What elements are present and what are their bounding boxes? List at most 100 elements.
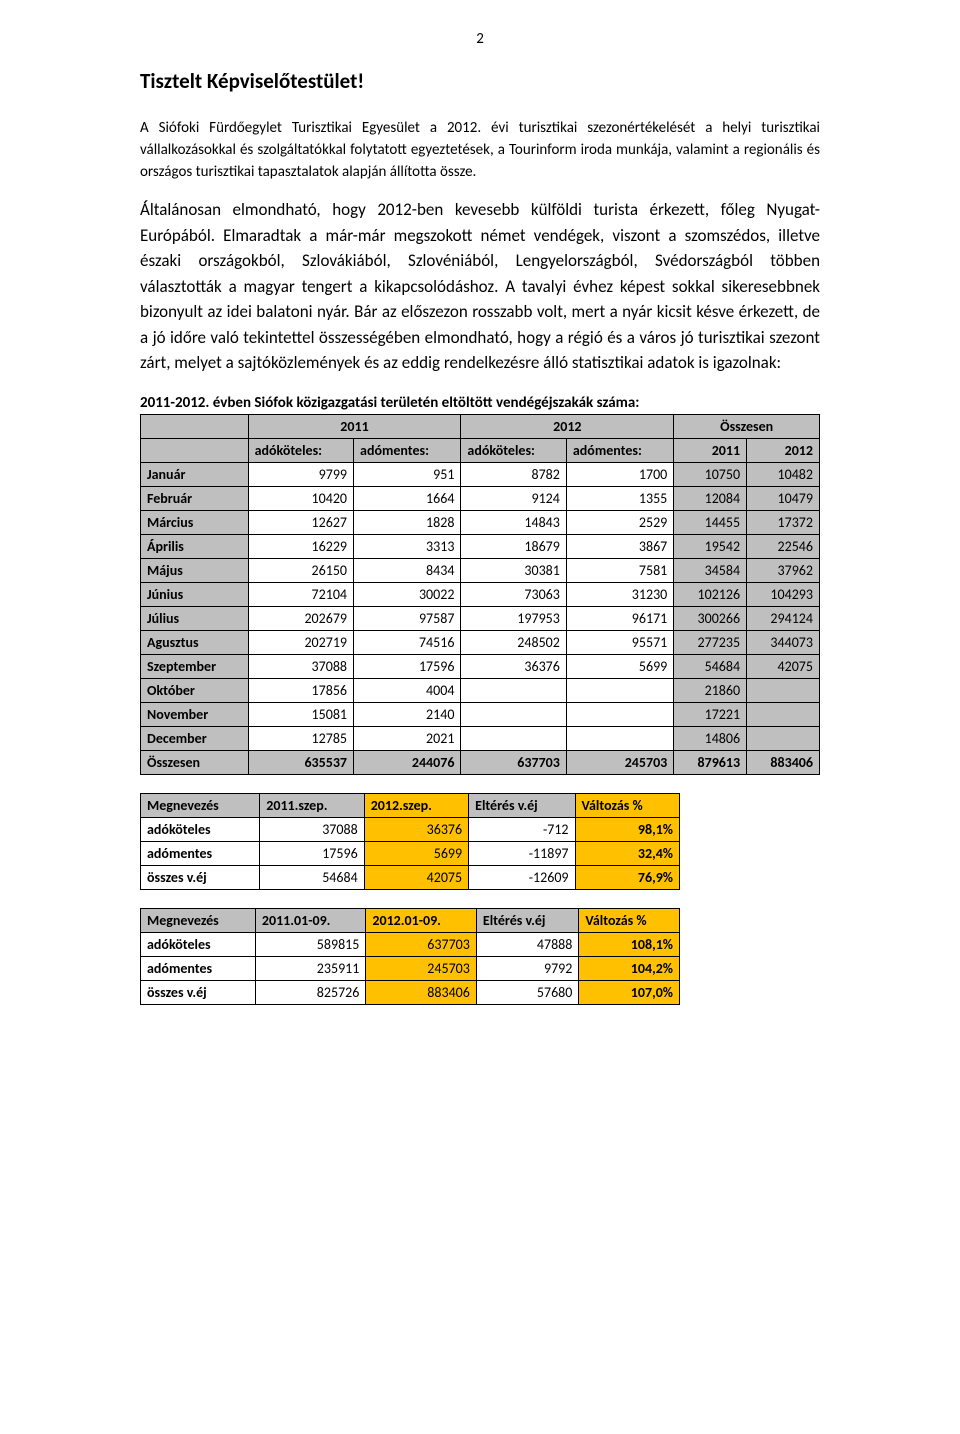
table-cell: 95571	[566, 630, 673, 654]
table-cell: 637703	[461, 750, 566, 774]
table-cell: 22546	[747, 534, 820, 558]
table-row: Február104201664912413551208410479	[141, 486, 820, 510]
table-cell: 26150	[248, 558, 353, 582]
table-header-row-1: 2011 2012 Összesen	[141, 414, 820, 438]
table-row: November15081214017221	[141, 702, 820, 726]
table-row: adómentes175965699-1189732,4%	[141, 841, 680, 865]
table-cell: 36376	[461, 654, 566, 678]
table-cell: 248502	[461, 630, 566, 654]
table-row: Január9799951878217001075010482	[141, 462, 820, 486]
table-cell	[747, 726, 820, 750]
table-row: Október17856400421860	[141, 678, 820, 702]
table-cell: 72104	[248, 582, 353, 606]
table-cell: 245703	[566, 750, 673, 774]
table-cell: 54684	[260, 865, 364, 889]
col-2011: 2011	[248, 414, 461, 438]
table-cell: 294124	[747, 606, 820, 630]
table-cell: 18679	[461, 534, 566, 558]
table-cell: 951	[354, 462, 461, 486]
table-cell	[747, 678, 820, 702]
table-cell: 17596	[260, 841, 364, 865]
table-cell: összes v.éj	[141, 865, 260, 889]
table-cell: 12084	[674, 486, 747, 510]
table-cell: 47888	[476, 932, 579, 956]
table-cell: 98,1%	[575, 817, 679, 841]
table-cell: 36376	[364, 817, 468, 841]
sub-2011: 2011	[674, 438, 747, 462]
table-cell: Január	[141, 462, 249, 486]
table-cell: 5699	[566, 654, 673, 678]
table-cell: 344073	[747, 630, 820, 654]
table-cell: 589815	[255, 932, 366, 956]
table-cell: -712	[469, 817, 575, 841]
table-cell: adómentes	[141, 841, 260, 865]
sub-2012: 2012	[747, 438, 820, 462]
table-cell: 235911	[255, 956, 366, 980]
table-cell: Február	[141, 486, 249, 510]
t2-h2: 2012.szep.	[364, 793, 468, 817]
table-cell: -11897	[469, 841, 575, 865]
table-cell: adóköteles	[141, 817, 260, 841]
table-row: adómentes2359112457039792104,2%	[141, 956, 680, 980]
table-cell: 12785	[248, 726, 353, 750]
table-cell: 17596	[354, 654, 461, 678]
table-row: Április1622933131867938671954222546	[141, 534, 820, 558]
table-cell: 17221	[674, 702, 747, 726]
table-cell: 14455	[674, 510, 747, 534]
table-cell: 30022	[354, 582, 461, 606]
table-cell	[461, 678, 566, 702]
paragraph-2: Általánosan elmondható, hogy 2012-ben ke…	[140, 197, 820, 376]
table-cell: Június	[141, 582, 249, 606]
paragraph-1: A Siófoki Fürdőegylet Turisztikai Egyesü…	[140, 118, 820, 183]
table-cell: 73063	[461, 582, 566, 606]
table-cell: 104,2%	[579, 956, 680, 980]
table-row: December12785202114806	[141, 726, 820, 750]
blank-header	[141, 414, 249, 438]
table-cell: 9124	[461, 486, 566, 510]
table-cell: 17372	[747, 510, 820, 534]
table-cell: 14806	[674, 726, 747, 750]
main-table: 2011 2012 Összesen adóköteles: adómentes…	[140, 414, 820, 775]
table-cell: 19542	[674, 534, 747, 558]
table-cell: Szeptember	[141, 654, 249, 678]
table-cell: November	[141, 702, 249, 726]
sub-adokoteles-2: adóköteles:	[461, 438, 566, 462]
t2-h4: Változás %	[575, 793, 679, 817]
table2-header-row: Megnevezés 2011.szep. 2012.szep. Eltérés…	[141, 793, 680, 817]
table-cell: Összesen	[141, 750, 249, 774]
blank-subheader	[141, 438, 249, 462]
table-cell: 9792	[476, 956, 579, 980]
table-cell: 883406	[366, 980, 477, 1004]
table-cell: összes v.éj	[141, 980, 256, 1004]
table-cell: 4004	[354, 678, 461, 702]
table-cell: 202719	[248, 630, 353, 654]
table-cell: 635537	[248, 750, 353, 774]
table-cell: 202679	[248, 606, 353, 630]
page-number: 2	[140, 30, 820, 48]
table-row: összes v.éj82572688340657680107,0%	[141, 980, 680, 1004]
table-cell: 97587	[354, 606, 461, 630]
table-cell: 12627	[248, 510, 353, 534]
table-cell	[461, 726, 566, 750]
table-row: Június72104300227306331230102126104293	[141, 582, 820, 606]
table-cell: -12609	[469, 865, 575, 889]
table-cell: 54684	[674, 654, 747, 678]
table-cell: 197953	[461, 606, 566, 630]
table-cell: 1355	[566, 486, 673, 510]
table-cell: 277235	[674, 630, 747, 654]
table-row: Március1262718281484325291445517372	[141, 510, 820, 534]
page-title: Tisztelt Képviselőtestület!	[140, 68, 820, 94]
table-cell: 1700	[566, 462, 673, 486]
table-cell: 107,0%	[579, 980, 680, 1004]
table-cell: 76,9%	[575, 865, 679, 889]
table-row: Július2026799758719795396171300266294124	[141, 606, 820, 630]
table-cell: 2529	[566, 510, 673, 534]
table-row: Összesen63553724407663770324570387961388…	[141, 750, 820, 774]
table-cell: Július	[141, 606, 249, 630]
col-total: Összesen	[674, 414, 820, 438]
ytd-compare-table: Megnevezés 2011.01-09. 2012.01-09. Eltér…	[140, 908, 680, 1005]
t3-h2: 2012.01-09.	[366, 908, 477, 932]
table-cell: 102126	[674, 582, 747, 606]
table-row: összes v.éj5468442075-1260976,9%	[141, 865, 680, 889]
table-cell: 34584	[674, 558, 747, 582]
